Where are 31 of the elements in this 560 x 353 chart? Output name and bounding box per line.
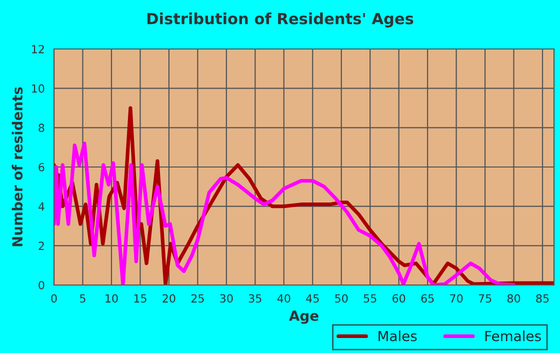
y-tick-label: 10 <box>32 84 44 93</box>
y-tick-label: 4 <box>38 202 44 211</box>
x-tick-label: 25 <box>191 294 204 303</box>
y-tick-label: 12 <box>32 44 44 54</box>
x-axis-title: Age <box>289 310 318 324</box>
x-tick-label: 70 <box>450 294 463 303</box>
x-tick-label: 55 <box>364 294 376 303</box>
x-tick-label: 10 <box>106 294 118 303</box>
x-tick-label: 65 <box>421 294 434 303</box>
legend-label: Females <box>485 330 541 342</box>
x-tick-label: 15 <box>134 294 146 303</box>
x-tick-label: 80 <box>507 294 520 303</box>
x-tick-label: 20 <box>162 294 176 303</box>
y-tick-label: 6 <box>38 162 44 172</box>
y-axis-title: Number of residents <box>12 87 23 246</box>
chart-title: Distribution of Residents' Ages <box>147 12 414 28</box>
y-tick-label: 0 <box>38 280 44 290</box>
x-tick-label: 75 <box>478 294 492 303</box>
x-tick-label: 0 <box>51 294 57 303</box>
x-tick-label: 40 <box>277 294 290 303</box>
x-tick-label: 50 <box>335 294 348 303</box>
x-tick-label: 45 <box>306 294 319 303</box>
line-series <box>54 142 516 285</box>
x-tick-label: 30 <box>220 294 233 303</box>
x-tick-label: 85 <box>536 294 549 303</box>
legend-label: Males <box>378 330 417 342</box>
x-tick-label: 5 <box>80 294 86 303</box>
x-tick-label: 60 <box>392 294 406 303</box>
x-tick-label: 35 <box>248 294 262 303</box>
y-tick-label: 8 <box>38 124 44 132</box>
y-tick-label: 2 <box>38 242 44 250</box>
